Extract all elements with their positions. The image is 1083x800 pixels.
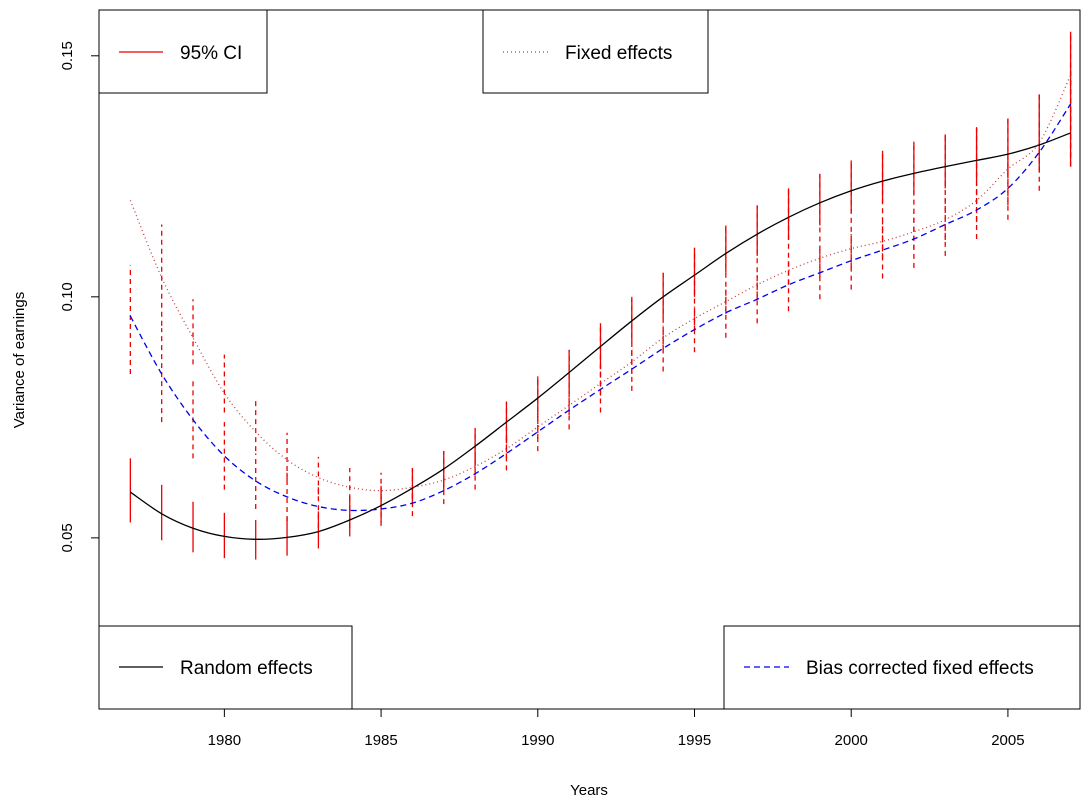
series-line-bias-corrected-fixed-effects [129, 103, 1072, 512]
legend-ci-label: 95% CI [180, 43, 242, 64]
legend-fixed-effects-box [482, 9, 709, 94]
y-tick-label: 0.15 [59, 41, 76, 70]
series-layer [129, 74, 1072, 540]
legend-bias-corrected-box [723, 625, 1081, 710]
legend-bias-corrected: Bias corrected fixed effects [723, 625, 1081, 710]
y-tick-label: 0.05 [59, 523, 76, 552]
x-tick-label: 2005 [991, 732, 1024, 749]
legend-fixed-effects-label: Fixed effects [565, 43, 672, 64]
x-tick-label: 1990 [521, 732, 554, 749]
x-tick-label: 1985 [364, 732, 397, 749]
x-tick-label: 1980 [208, 732, 241, 749]
series-line-fixed-effects [129, 74, 1072, 492]
legend-fixed-effects: Fixed effects [482, 9, 709, 94]
series-line-random-effects [129, 132, 1071, 540]
x-tick-label: 1995 [678, 732, 711, 749]
plot-frame [98, 9, 1081, 710]
y-tick-label: 0.10 [59, 282, 76, 311]
x-axis-title: Years [570, 782, 608, 799]
legend-random-effects-label: Random effects [180, 658, 313, 679]
x-tick-label: 2000 [835, 732, 868, 749]
legend-ci: 95% CI [98, 9, 268, 94]
y-axis-title: Variance of earnings [11, 292, 28, 428]
axes-layer: 1980 1985 1990 1995 2000 2005 0.05 0.10 0.15 [59, 41, 1025, 749]
legend-random-effects: Random effects [98, 625, 353, 710]
confidence-interval-layer [129, 31, 1072, 560]
legend-bias-corrected-label: Bias corrected fixed effects [806, 658, 1034, 679]
